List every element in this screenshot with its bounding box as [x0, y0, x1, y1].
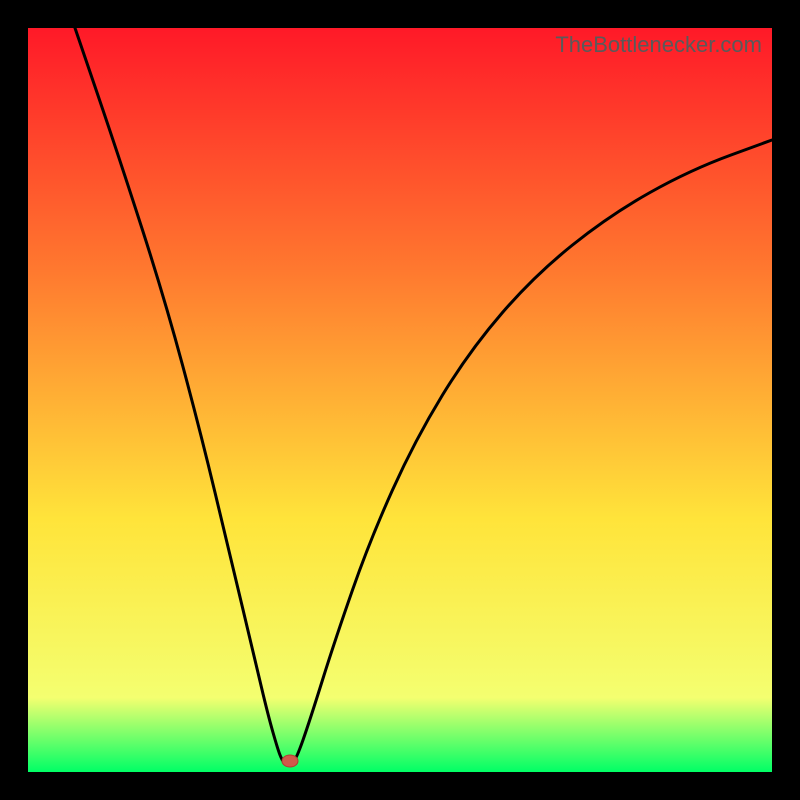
chart-container: TheBottlenecker.com — [0, 0, 800, 800]
minimum-marker — [282, 755, 298, 767]
plot-area: TheBottlenecker.com — [28, 28, 772, 772]
bottleneck-curve — [75, 28, 772, 764]
curve-svg — [0, 0, 800, 800]
